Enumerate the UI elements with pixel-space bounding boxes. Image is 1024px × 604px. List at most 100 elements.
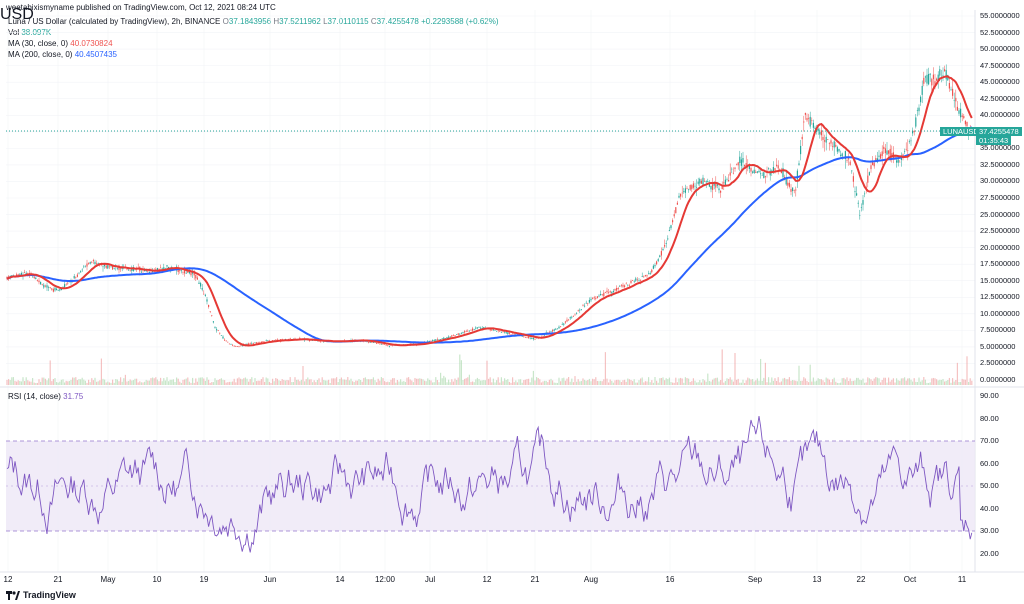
candle-body	[844, 151, 846, 160]
volume-bar	[755, 380, 757, 385]
volume-bar	[110, 382, 112, 385]
volume-bar	[897, 380, 899, 385]
candle-body	[768, 168, 770, 169]
time-axis[interactable]: 12 21 May 10 19 Jun 14 12:00 Jul 12 21 Aug 16 Sep 13 22…	[0, 575, 975, 587]
ohlc-h-value: 37.5211962	[279, 17, 321, 26]
candle-body	[78, 272, 80, 274]
volume-bar	[566, 378, 568, 385]
rsi-axis[interactable]: 90.00 80.00 70.00 60.00 50.00 40.00 30.00 20.00	[980, 0, 1024, 572]
volume-bar	[896, 378, 898, 385]
volume-bar	[440, 372, 442, 385]
candle-body	[740, 159, 742, 166]
volume-bar	[718, 381, 720, 385]
candle-body	[756, 171, 758, 173]
candle-body	[449, 336, 451, 338]
price-axis[interactable]: 55.0000000 52.5000000 50.0000000 47.5000000…	[980, 0, 1024, 387]
candle-body	[200, 283, 202, 287]
ma200-legend[interactable]: MA (200, close, 0) 40.4507435	[8, 50, 117, 60]
candle-body	[774, 168, 776, 171]
volume-bar	[960, 381, 962, 385]
volume-bar	[142, 382, 144, 385]
volume-bar	[240, 378, 242, 385]
volume-bar	[451, 379, 453, 385]
rsi-legend[interactable]: RSI (14, close) 31.75	[8, 392, 83, 402]
symbol-title[interactable]: Luna / US Dollar (calculated by TradingV…	[8, 17, 221, 26]
volume-bar	[265, 377, 267, 385]
volume-bar	[281, 379, 283, 385]
candle-body	[929, 73, 931, 75]
volume-bar	[27, 380, 29, 385]
candle-body	[896, 160, 898, 163]
volume-bar	[393, 378, 395, 385]
candle-body	[462, 332, 464, 334]
candle-body	[808, 117, 810, 119]
candle-body	[908, 141, 910, 142]
volume-bar	[411, 380, 413, 385]
candle-body	[646, 275, 648, 277]
volume-bar	[337, 382, 339, 385]
candle-body	[868, 172, 870, 176]
volume-bar	[140, 382, 142, 385]
volume-bar	[227, 382, 229, 385]
candle-body	[731, 168, 733, 170]
volume-bar	[270, 382, 272, 385]
candle-body	[638, 280, 640, 281]
volume-bar	[244, 377, 246, 385]
volume-bar	[539, 379, 541, 385]
volume-bar	[803, 377, 805, 385]
candle-body	[609, 291, 611, 293]
candle-body	[750, 168, 752, 172]
ma200-line	[6, 126, 973, 344]
volume-bar	[622, 380, 624, 385]
volume-bar	[483, 380, 485, 385]
volume-bar	[454, 378, 456, 385]
volume-bar	[360, 379, 362, 385]
volume-bar	[300, 379, 302, 385]
volume-bar	[636, 382, 638, 385]
rsi-tick-label: 70.00	[980, 436, 999, 446]
ma30-legend[interactable]: MA (30, close, 0) 40.0730824	[8, 39, 113, 49]
symbol-tag: LUNAUSD	[940, 127, 982, 136]
candle-body	[185, 272, 187, 274]
candle-body	[246, 344, 248, 345]
volume-bar	[200, 377, 202, 385]
volume-bar	[193, 382, 195, 385]
candle-body	[440, 339, 442, 340]
candle-body	[617, 287, 619, 290]
volume-bar	[286, 379, 288, 385]
volume-bar	[144, 381, 146, 385]
candle-body	[668, 230, 670, 231]
volume-bar	[353, 382, 355, 385]
volume-bar	[753, 381, 755, 385]
candle-body	[809, 116, 811, 127]
volume-bar	[60, 379, 62, 385]
volume-bar	[644, 381, 646, 385]
volume-bar	[819, 378, 821, 385]
candle-body	[585, 302, 587, 304]
volume-bar	[609, 379, 611, 385]
volume-bar	[120, 377, 122, 385]
candle-body	[635, 278, 637, 281]
candle-body	[257, 342, 259, 344]
volume-bar	[784, 377, 786, 385]
volume-bar	[740, 382, 742, 385]
volume-bar	[929, 382, 931, 385]
ohlc-o-label: O	[222, 17, 229, 26]
volume-bar	[352, 381, 354, 385]
candle-body	[699, 178, 701, 184]
countdown-tag: 01:35:43	[976, 136, 1012, 145]
candle-body	[73, 276, 75, 279]
volume-bar	[100, 358, 102, 385]
volume-bar	[608, 382, 610, 385]
volume-bar	[134, 378, 136, 385]
volume-bar	[11, 377, 13, 385]
candle-body	[65, 284, 67, 286]
volume-bar	[601, 381, 603, 385]
volume-bar	[630, 379, 632, 385]
footer-brand[interactable]: TradingView	[6, 590, 76, 600]
candle-body	[572, 316, 574, 317]
volume-bar	[417, 378, 419, 385]
volume-bar	[646, 381, 648, 385]
candle-body	[760, 173, 762, 175]
